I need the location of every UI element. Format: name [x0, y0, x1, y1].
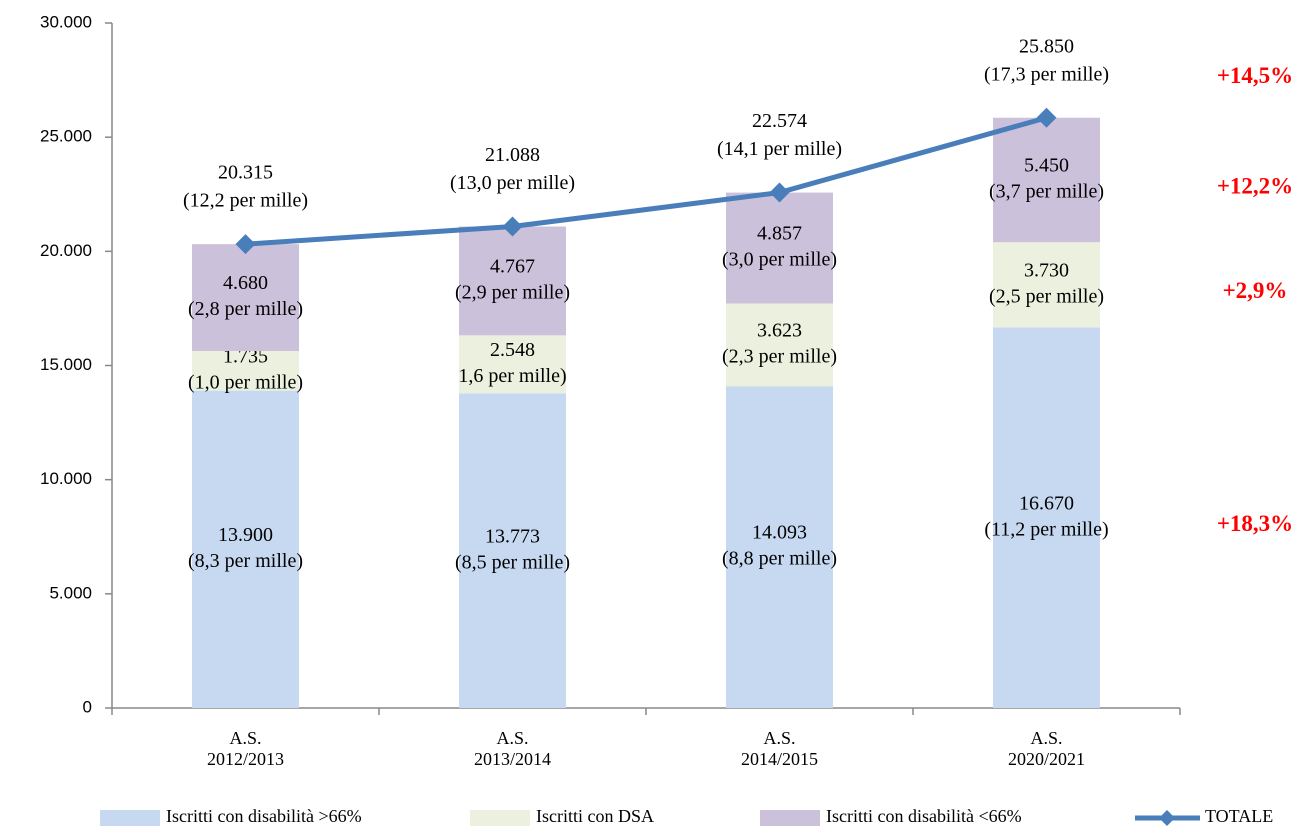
y-tick-label: 15.000 [40, 355, 92, 374]
growth-label: +2,9% [1223, 278, 1288, 303]
per-mille-label: (2,5 per mille) [989, 285, 1104, 307]
bar-segment [726, 192, 833, 304]
bar-segment [993, 327, 1100, 708]
value-label: 3.623 [757, 319, 802, 341]
value-label: 4.857 [757, 223, 802, 245]
legend-label: Iscritti con disabilità >66% [166, 806, 362, 826]
per-mille-label: (8,8 per mille) [722, 548, 837, 570]
total-marker [235, 234, 256, 255]
value-label: 21.088 [485, 144, 540, 166]
legend-label: Iscritti con disabilità <66% [826, 806, 1022, 826]
growth-label: +12,2% [1217, 173, 1293, 198]
per-mille-label: (8,5 per mille) [455, 551, 570, 573]
value-label: 4.680 [223, 272, 268, 294]
per-mille-label: (1,0 per mille) [188, 371, 303, 393]
value-label: 3.730 [1024, 259, 1069, 281]
total-line [245, 115, 1048, 247]
total-marker [769, 182, 790, 203]
per-mille-label: (2,8 per mille) [188, 298, 303, 320]
per-mille-label: (12,2 per mille) [183, 190, 308, 212]
bar-segment [459, 335, 566, 394]
legend-swatch [100, 810, 160, 826]
per-mille-label: (8,3 per mille) [188, 550, 303, 572]
value-label: 5.450 [1024, 155, 1069, 177]
legend-swatch [760, 810, 820, 826]
total-marker [502, 216, 523, 237]
x-tick-label: A.S. [763, 728, 795, 748]
bar-segment [192, 390, 299, 708]
value-label: 13.900 [218, 524, 273, 546]
x-tick-label: A.S. [496, 728, 528, 748]
value-label: 22.574 [752, 110, 807, 132]
per-mille-label: (17,3 per mille) [984, 63, 1109, 85]
legend-swatch [470, 810, 530, 826]
legend-label: TOTALE [1205, 806, 1273, 826]
bar-segment [993, 242, 1100, 328]
growth-label: +14,5% [1217, 63, 1293, 88]
per-mille-label: (11,2 per mille) [984, 518, 1108, 540]
value-label: 16.670 [1019, 492, 1074, 514]
value-label: 2.548 [490, 339, 535, 361]
per-mille-label: (14,1 per mille) [717, 138, 842, 160]
per-mille-label: (3,7 per mille) [989, 181, 1104, 203]
total-marker [1036, 107, 1057, 128]
bar-segment [726, 386, 833, 708]
bar-segment [459, 226, 566, 336]
x-tick-label: 2013/2014 [474, 749, 551, 769]
value-label: 13.773 [485, 525, 540, 547]
bar-segment [192, 244, 299, 352]
x-tick-label: A.S. [229, 728, 261, 748]
y-tick-label: 5.000 [49, 583, 92, 602]
value-label: 14.093 [752, 522, 807, 544]
per-mille-label: 1,6 per mille) [458, 365, 566, 387]
x-tick-label: 2012/2013 [207, 749, 284, 769]
bar-segment [993, 117, 1100, 243]
per-mille-label: (3,0 per mille) [722, 249, 837, 271]
y-tick-label: 10.000 [40, 469, 92, 488]
y-tick-label: 0 [83, 697, 92, 716]
per-mille-label: (13,0 per mille) [450, 172, 575, 194]
y-tick-label: 30.000 [40, 12, 92, 31]
legend-label: Iscritti con DSA [536, 806, 654, 826]
y-tick-label: 20.000 [40, 241, 92, 260]
legend-marker [1159, 810, 1175, 826]
per-mille-label: (2,9 per mille) [455, 282, 570, 304]
growth-label: +18,3% [1217, 511, 1293, 536]
bar-segment [192, 351, 299, 391]
x-tick-label: 2014/2015 [741, 749, 818, 769]
bar-segment [459, 393, 566, 708]
value-label: 4.767 [490, 256, 535, 278]
bar-segment [726, 303, 833, 387]
x-tick-label: 2020/2021 [1008, 749, 1085, 769]
x-tick-label: A.S. [1030, 728, 1062, 748]
per-mille-label: (2,3 per mille) [722, 345, 837, 367]
value-label: 25.850 [1019, 35, 1074, 57]
y-tick-label: 25.000 [40, 127, 92, 146]
value-label: 20.315 [218, 162, 273, 184]
